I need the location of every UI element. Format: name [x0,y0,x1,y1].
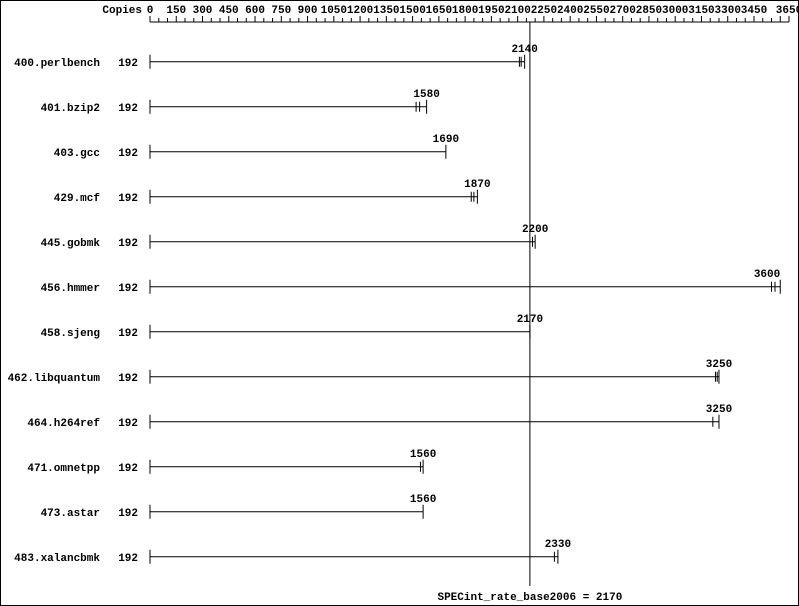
bar-value-label: 3250 [706,404,732,416]
x-tick-label: 1050 [321,5,347,17]
benchmark-name: 473.astar [41,508,100,520]
baseline-label: SPECint_rate_base2006 = 2170 [437,592,622,604]
copies-value: 192 [118,193,138,205]
x-tick-label: 1200 [347,5,373,17]
x-tick-label: 3650 [776,5,799,17]
x-tick-label: 1500 [399,5,425,17]
bar-value-label: 2200 [522,224,548,236]
benchmark-name: 462.libquantum [8,373,101,385]
copies-value: 192 [118,58,138,70]
x-tick-label: 2850 [636,5,662,17]
benchmark-name: 483.xalancbmk [14,553,100,565]
x-tick-label: 450 [219,5,239,17]
copies-value: 192 [118,373,138,385]
bar-value-label: 1580 [413,89,439,101]
copies-value: 192 [118,328,138,340]
x-tick-label: 1950 [478,5,504,17]
x-tick-label: 0 [147,5,154,17]
x-tick-label: 1800 [452,5,478,17]
copies-value: 192 [118,508,138,520]
copies-value: 192 [118,553,138,565]
x-tick-label: 3000 [662,5,688,17]
x-tick-label: 2250 [531,5,557,17]
benchmark-name: 464.h264ref [27,418,100,430]
benchmark-name: 429.mcf [54,193,101,205]
copies-header: Copies [102,5,142,17]
spec-chart: 0150300450600750900105012001350150016501… [0,0,799,606]
x-tick-label: 150 [166,5,186,17]
benchmark-name: 400.perlbench [14,58,100,70]
benchmark-name: 401.bzip2 [41,103,100,115]
x-tick-label: 2100 [504,5,530,17]
bar-value-label: 3250 [706,359,732,371]
bar-value-label: 1690 [433,134,459,146]
x-tick-label: 2550 [583,5,609,17]
x-tick-label: 2700 [609,5,635,17]
bar-value-label: 3600 [754,269,780,281]
x-tick-label: 750 [271,5,291,17]
x-tick-label: 1650 [426,5,452,17]
bar-value-label: 1560 [410,449,436,461]
benchmark-name: 458.sjeng [41,328,100,340]
benchmark-name: 403.gcc [54,148,100,160]
bar-value-label: 1870 [464,179,490,191]
benchmark-name: 445.gobmk [41,238,101,250]
copies-value: 192 [118,463,138,475]
copies-value: 192 [118,148,138,160]
copies-value: 192 [118,238,138,250]
x-tick-label: 3450 [741,5,767,17]
bar-value-label: 2330 [545,539,571,551]
x-tick-label: 600 [245,5,265,17]
copies-value: 192 [118,283,138,295]
x-tick-label: 300 [193,5,213,17]
copies-value: 192 [118,418,138,430]
copies-value: 192 [118,103,138,115]
benchmark-name: 456.hmmer [41,283,100,295]
x-tick-label: 3150 [688,5,714,17]
bar-value-label: 2140 [511,44,537,56]
bar-value-label: 1560 [410,494,436,506]
x-tick-label: 3300 [715,5,741,17]
x-tick-label: 1350 [373,5,399,17]
benchmark-name: 471.omnetpp [27,463,100,475]
x-tick-label: 2400 [557,5,583,17]
x-tick-label: 900 [298,5,318,17]
